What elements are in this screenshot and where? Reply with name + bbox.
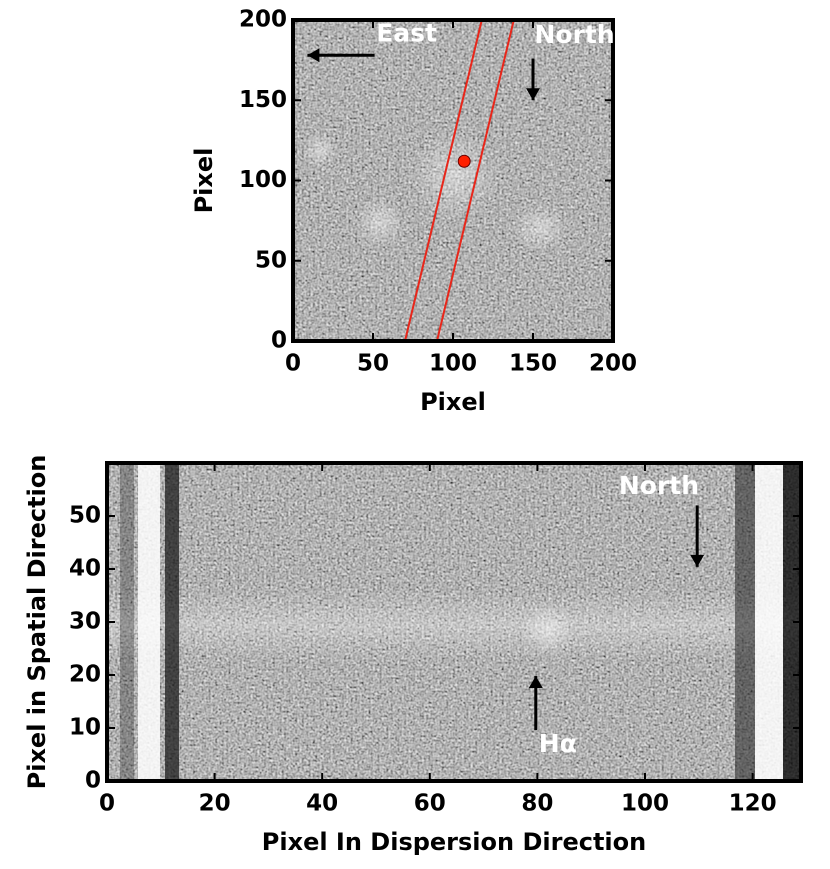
x-tick-label: 200 <box>589 351 637 377</box>
annotation: North <box>619 471 699 500</box>
y-tick-label: 150 <box>239 87 287 113</box>
x-tick-label: 150 <box>509 351 557 377</box>
slit-edge <box>404 20 483 341</box>
x-tick-label: 80 <box>521 791 553 817</box>
x-tick-label: 100 <box>621 791 669 817</box>
image-1 <box>293 20 613 341</box>
y-axis-label: Pixel <box>190 148 218 214</box>
y-tick-label: 20 <box>69 662 101 688</box>
image-2 <box>107 463 801 781</box>
y-tick-label: 30 <box>69 609 101 635</box>
x-tick-label: 20 <box>199 791 231 817</box>
arrow-head <box>690 554 705 567</box>
annotation: East <box>376 18 437 47</box>
x-axis-label: Pixel In Dispersion Direction <box>262 828 646 856</box>
y-tick-label: 10 <box>69 715 101 741</box>
x-tick-label: 40 <box>306 791 338 817</box>
arrow-head <box>526 88 540 101</box>
y-tick-label: 100 <box>239 167 287 193</box>
y-tick-label: 40 <box>69 556 101 582</box>
y-tick-label: 50 <box>69 503 101 529</box>
slit-edge <box>436 20 515 341</box>
arrow-head <box>528 676 543 689</box>
target-marker <box>457 154 471 168</box>
x-axis-label: Pixel <box>420 388 486 416</box>
x-tick-label: 100 <box>429 351 477 377</box>
arrow-head <box>307 48 320 63</box>
x-tick-label: 120 <box>729 791 777 817</box>
y-tick-label: 200 <box>239 7 287 33</box>
x-tick-label: 0 <box>285 351 301 377</box>
y-tick-label: 0 <box>271 328 287 354</box>
annotation: North <box>535 20 615 49</box>
x-tick-label: 60 <box>414 791 446 817</box>
x-tick-label: 50 <box>357 351 389 377</box>
y-tick-label: 0 <box>85 768 101 794</box>
x-tick-label: 0 <box>99 791 115 817</box>
y-axis-label: Pixel in Spatial Direction <box>23 455 51 790</box>
annotation: Hα <box>539 729 577 758</box>
y-tick-label: 50 <box>255 247 287 273</box>
